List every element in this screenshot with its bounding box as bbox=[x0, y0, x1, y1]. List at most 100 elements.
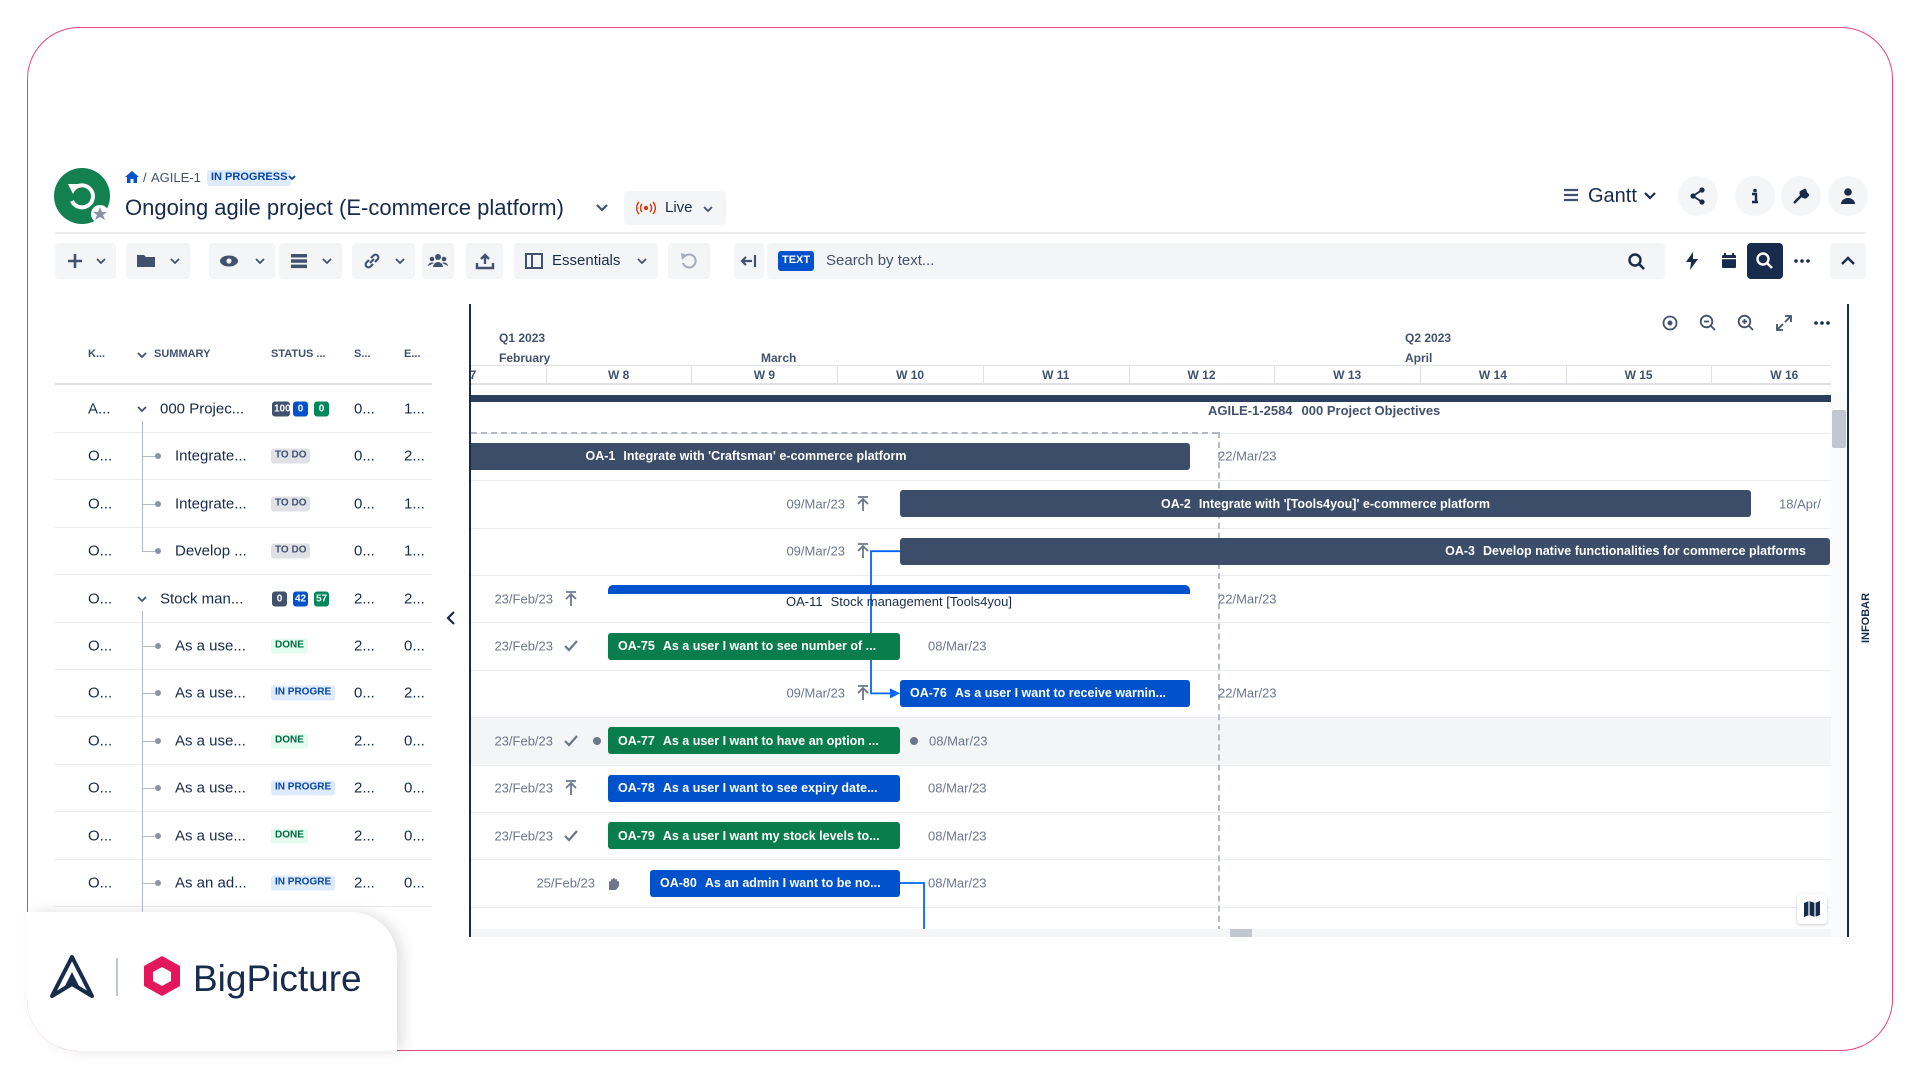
live-button[interactable]: Live bbox=[624, 191, 726, 225]
user-button[interactable] bbox=[1828, 176, 1868, 216]
icon-shape bbox=[1742, 319, 1754, 331]
issue-key[interactable]: O... bbox=[88, 827, 113, 845]
row-expand[interactable] bbox=[136, 403, 148, 415]
row-rule bbox=[471, 906, 1831, 908]
home-icon[interactable] bbox=[124, 170, 140, 184]
link-button[interactable] bbox=[352, 243, 415, 279]
bar-name: Integrate with '[Tools4you]' e-commerce … bbox=[1198, 496, 1491, 511]
issue-key[interactable]: O... bbox=[88, 542, 113, 560]
timeline-rule bbox=[471, 365, 1831, 366]
bar-name: As a user I want to have an option ... bbox=[662, 733, 879, 748]
collapse-button[interactable] bbox=[734, 243, 764, 279]
issue-key[interactable]: O... bbox=[88, 495, 113, 513]
start-date: 2... bbox=[354, 779, 375, 797]
issue-key[interactable]: O... bbox=[88, 684, 113, 702]
summary: Integrate... bbox=[175, 447, 247, 465]
task-bar[interactable]: OA-3 Develop native functionalities for c… bbox=[900, 537, 1830, 565]
vertical-scroll-thumb[interactable] bbox=[1832, 410, 1846, 448]
share-button[interactable] bbox=[1678, 176, 1718, 216]
icon-shape bbox=[900, 882, 925, 937]
date-marker[interactable] bbox=[563, 780, 579, 796]
issue-key[interactable]: O... bbox=[88, 447, 113, 465]
column-header[interactable]: E... bbox=[404, 348, 421, 360]
issue-key[interactable]: O... bbox=[88, 732, 113, 750]
view-switcher[interactable]: Gantt bbox=[1588, 185, 1637, 207]
task-bar[interactable]: OA-76 As a user I want to receive warnin.… bbox=[900, 679, 1190, 707]
summary-collapse[interactable] bbox=[136, 349, 148, 361]
date-marker[interactable] bbox=[563, 828, 579, 844]
icon-shape bbox=[643, 205, 649, 211]
fullscreen-button[interactable] bbox=[1769, 308, 1799, 338]
vertical-scrollbar[interactable] bbox=[1831, 392, 1847, 937]
column-header[interactable]: K... bbox=[88, 348, 106, 360]
column-header[interactable]: S... bbox=[354, 348, 371, 360]
map-button[interactable] bbox=[1797, 894, 1827, 924]
open-button[interactable] bbox=[126, 243, 190, 279]
icon-shape bbox=[170, 258, 180, 265]
group-label[interactable]: OA-11 Stock management [Tools4you] bbox=[786, 594, 1012, 609]
row-expand[interactable] bbox=[136, 593, 148, 605]
breadcrumb-project[interactable]: AGILE-1 bbox=[151, 170, 201, 185]
end-date: 1... bbox=[404, 495, 425, 513]
brand-logo bbox=[144, 956, 180, 996]
collapse-table-arrow[interactable] bbox=[445, 610, 457, 626]
rows-button[interactable] bbox=[279, 243, 342, 279]
link-button-icon bbox=[364, 253, 380, 269]
row-rule bbox=[471, 622, 1831, 624]
zoom-out-button[interactable] bbox=[1693, 308, 1723, 338]
issue-key[interactable]: A... bbox=[88, 400, 111, 418]
icon-shape bbox=[1776, 315, 1792, 331]
gantt-more-button[interactable] bbox=[1807, 308, 1837, 338]
date-marker[interactable] bbox=[563, 590, 579, 607]
calendar-button[interactable] bbox=[1714, 243, 1744, 279]
start-date: 2... bbox=[354, 637, 375, 655]
date-marker[interactable] bbox=[605, 875, 621, 891]
resources-button-icon bbox=[428, 254, 448, 267]
center-today-button[interactable] bbox=[1655, 308, 1685, 338]
task-bar[interactable]: OA-79 As a user I want my stock levels to… bbox=[608, 822, 900, 850]
horizontal-scroll-thumb[interactable] bbox=[1230, 929, 1252, 937]
quick-actions-button[interactable] bbox=[1677, 243, 1707, 279]
undo-button[interactable] bbox=[668, 243, 710, 279]
column-header[interactable]: STATUS ... bbox=[271, 348, 326, 360]
date-marker[interactable] bbox=[563, 638, 579, 654]
task-bar[interactable]: OA-2 Integrate with '[Tools4you]' e-comme… bbox=[900, 490, 1751, 518]
issue-key[interactable]: O... bbox=[88, 637, 113, 655]
date-marker[interactable] bbox=[855, 495, 871, 512]
settings-button[interactable] bbox=[1781, 176, 1821, 216]
horizontal-scrollbar[interactable] bbox=[471, 929, 1831, 937]
column-header[interactable]: SUMMARY bbox=[154, 348, 211, 360]
zoom-in-button[interactable] bbox=[1731, 308, 1761, 338]
date-marker[interactable] bbox=[855, 685, 871, 701]
project-status[interactable]: IN PROGRESS bbox=[207, 170, 292, 186]
task-bar[interactable]: OA-80 As an admin I want to be no... bbox=[650, 869, 900, 897]
add-button[interactable] bbox=[55, 243, 116, 279]
title-chevron[interactable] bbox=[594, 200, 610, 216]
group-bar[interactable] bbox=[608, 584, 1190, 594]
task-bar[interactable]: OA-78 As a user I want to see expiry date… bbox=[608, 774, 900, 802]
export-button[interactable] bbox=[466, 243, 503, 279]
task-bar[interactable]: OA-1 Integrate with 'Craftsman' e-commerc… bbox=[471, 442, 1190, 470]
task-bar[interactable]: OA-77 As a user I want to have an option … bbox=[608, 727, 900, 755]
share-button-icon bbox=[1690, 187, 1705, 205]
issue-key[interactable]: O... bbox=[88, 779, 113, 797]
date-marker[interactable] bbox=[855, 543, 871, 559]
collapse-header-button[interactable] bbox=[1830, 243, 1866, 279]
search-toggle[interactable] bbox=[1747, 243, 1783, 279]
more-button[interactable] bbox=[1787, 243, 1817, 279]
visibility-button[interactable] bbox=[209, 243, 275, 279]
task-bar[interactable]: OA-75 As a user I want to see number of .… bbox=[608, 632, 900, 660]
icon-shape bbox=[857, 543, 869, 559]
resources-button[interactable] bbox=[422, 243, 454, 279]
infobar-tab[interactable]: INFOBAR bbox=[1860, 592, 1872, 644]
info-button[interactable] bbox=[1735, 176, 1775, 216]
search-field[interactable]: TEXT Search by text... bbox=[767, 243, 1665, 279]
issue-key[interactable]: O... bbox=[88, 874, 113, 892]
view-preset-button[interactable]: Essentials bbox=[514, 243, 658, 279]
issue-key[interactable]: O... bbox=[88, 590, 113, 608]
progress-badge: 0 bbox=[313, 400, 330, 418]
start-date: 2... bbox=[354, 874, 375, 892]
summary-bar bbox=[471, 395, 1831, 402]
date-marker[interactable] bbox=[563, 733, 579, 749]
search-mode[interactable]: TEXT bbox=[778, 251, 815, 271]
